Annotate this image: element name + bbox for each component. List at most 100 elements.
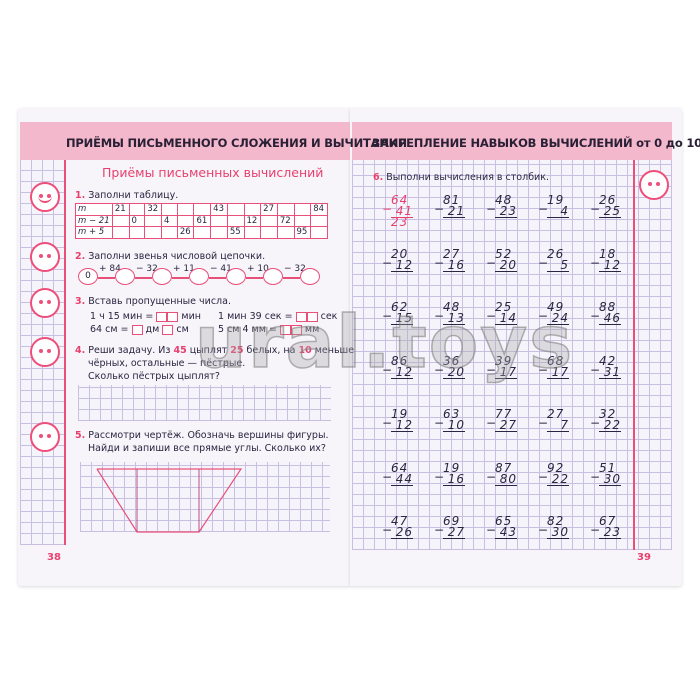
- task-1: 1. Заполни таблицу.: [75, 190, 178, 201]
- table-cell[interactable]: [128, 226, 146, 239]
- task-text: чёрных, остальные — пёстрые.: [88, 358, 246, 369]
- minuend: 68: [547, 353, 565, 368]
- subtraction-problem: −64 44: [382, 462, 426, 498]
- subtraction-problem: −47 26: [382, 515, 426, 551]
- chain-circle[interactable]: [226, 268, 246, 285]
- minus-sign: −: [486, 202, 498, 216]
- minus-sign: −: [538, 469, 550, 484]
- table-row: m + 5 26 55 95: [75, 226, 328, 239]
- chain-arrow: [135, 277, 152, 279]
- subtrahend: 21: [443, 205, 465, 218]
- minuend: 49: [547, 300, 565, 314]
- subtraction-problem: −69 27: [434, 515, 478, 551]
- task-text: Вставь пропущенные числа.: [88, 296, 231, 307]
- minus-sign: −: [538, 202, 550, 216]
- subtrahend: 12: [391, 259, 413, 272]
- minuend: 25: [495, 300, 513, 314]
- subtraction-problem: −86 12: [382, 355, 426, 391]
- answer-box[interactable]: [156, 311, 168, 322]
- subtraction-problem: −26 5: [538, 248, 582, 284]
- subtraction-problem: −19 4: [538, 193, 582, 230]
- task-text: белых, на: [243, 345, 299, 356]
- conversion-text: 1 мин 39 сек =: [218, 311, 293, 322]
- subtrahend: 15: [391, 312, 413, 325]
- watermark: ural.toys: [194, 299, 575, 385]
- answer-box[interactable]: [295, 311, 307, 322]
- chain-arrow: [172, 277, 189, 279]
- unit: см: [176, 324, 189, 335]
- subtrahend: 20: [443, 366, 465, 379]
- row-label: m − 21: [75, 214, 113, 227]
- subtrahend: 22: [599, 419, 621, 432]
- minus-sign: −: [434, 362, 446, 377]
- minus-sign: −: [590, 202, 602, 216]
- table-cell[interactable]: [161, 203, 178, 216]
- subtraction-problem: −25 14: [486, 300, 530, 337]
- subtrahend: 12: [391, 366, 413, 379]
- highlight-number: 45: [173, 345, 187, 356]
- table-cell[interactable]: [310, 226, 328, 239]
- answer-box[interactable]: [131, 324, 143, 335]
- answer-box[interactable]: [167, 311, 179, 322]
- chain-arrow: [283, 277, 300, 279]
- minus-sign: −: [590, 523, 602, 537]
- task-5: 5. Рассмотри чертёж. Обозначь вершины фи…: [75, 429, 328, 455]
- table-cell: 4: [161, 214, 178, 227]
- minuend: 62: [391, 300, 409, 314]
- right-page-header: ЗАКРЕПЛЕНИЕ НАВЫКОВ ВЫЧИСЛЕНИЙ от 0 до 1…: [372, 136, 700, 150]
- section-subtitle: Приёмы письменных вычислений: [102, 165, 324, 180]
- subtrahend: 31: [599, 366, 621, 379]
- minuend: 36: [443, 353, 461, 368]
- minuend: 64: [391, 193, 409, 207]
- subtrahend: 24: [547, 312, 569, 325]
- minuend: 19: [547, 193, 565, 207]
- minus-sign: −: [486, 362, 498, 377]
- row-label: m + 5: [75, 226, 113, 239]
- minus-sign: −: [382, 416, 394, 430]
- subtraction-problem: −42 31: [590, 355, 634, 391]
- subtraction-problem: −77 27: [486, 408, 530, 444]
- answer-box[interactable]: [290, 324, 302, 335]
- table-cell: 55: [226, 226, 245, 239]
- chain-circle[interactable]: [263, 268, 283, 285]
- minuend: 51: [599, 460, 617, 475]
- answer-box[interactable]: [162, 324, 174, 335]
- task-2: 2. Заполни звенья числовой цепочки.: [75, 251, 265, 262]
- task-number: 3.: [75, 296, 86, 307]
- table-cell[interactable]: [310, 214, 328, 227]
- subtrahend: 26: [391, 526, 413, 539]
- smiley-icon: [30, 182, 60, 212]
- minus-sign: −: [538, 362, 550, 377]
- task-4: 4. Реши задачу. Из 45 цыплят 25 белых, н…: [75, 344, 354, 383]
- table-cell[interactable]: [161, 226, 178, 239]
- task-text: Заполни звенья числовой цепочки.: [88, 251, 266, 262]
- chain-circle[interactable]: [115, 268, 135, 285]
- task-text: Реши задачу. Из: [88, 345, 174, 356]
- minuend: 82: [547, 514, 565, 528]
- chain-circle[interactable]: [300, 268, 320, 285]
- table-cell[interactable]: [128, 203, 146, 216]
- minus-sign: −: [590, 416, 602, 430]
- answer-box[interactable]: [306, 311, 318, 322]
- left-margin-line: [64, 160, 66, 545]
- minuend: 27: [547, 407, 565, 421]
- minuend: 63: [443, 407, 461, 421]
- left-page-header: ПРИЁМЫ ПИСЬМЕННОГО СЛОЖЕНИЯ И ВЫЧИТАНИЯ: [66, 136, 407, 150]
- chain-circle[interactable]: [152, 268, 172, 285]
- subtraction-problem: −36 20: [434, 353, 478, 391]
- minuend: 20: [391, 246, 409, 261]
- table-row: m − 21 0 4 61 12 72: [75, 214, 328, 227]
- answer-box[interactable]: [279, 324, 291, 335]
- chain-circle[interactable]: [189, 268, 209, 285]
- chain-operation: + 84: [99, 264, 121, 274]
- task-text: Заполни таблицу.: [88, 190, 179, 201]
- table-row: m 21 32 43 27 84: [75, 203, 328, 216]
- subtraction-problem: −87 80: [486, 462, 530, 498]
- subtrahend: 16: [443, 259, 465, 272]
- task-number: 5.: [75, 430, 86, 441]
- subtrahend: 25: [599, 205, 621, 218]
- fill-table: m 21 32 43 27 84 m − 21 0 4 61 12 72 m + 5 26 55 95: [75, 203, 328, 239]
- smiley-icon: [30, 242, 60, 272]
- subtrahend: 22: [547, 473, 569, 486]
